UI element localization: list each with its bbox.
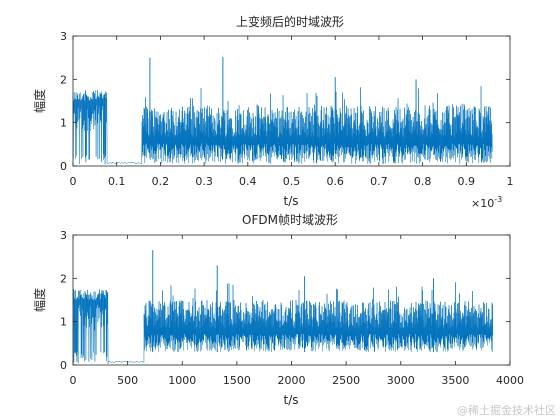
x-tick-label: 0.9 [458, 175, 476, 188]
x-tick-label: 1500 [223, 374, 251, 387]
y-tick-label: 0 [60, 160, 67, 173]
x-tick-label: 0 [70, 175, 77, 188]
x-tick-label: 0.4 [239, 175, 257, 188]
chart-1-y-ticks: 0 1 2 3 [60, 30, 510, 173]
x-tick-label: 3500 [441, 374, 469, 387]
chart-2-x-ticks: 0 500 1000 1500 2000 2500 3000 3500 4000 [70, 235, 524, 387]
watermark-text: @稀土掘金技术社区 [457, 404, 556, 417]
x-tick-label: 0.3 [195, 175, 213, 188]
chart-2-y-label: 幅度 [32, 288, 47, 312]
chart-1: 上变频后的时域波形 0 0.1 0.2 0.3 0.4 0.5 0.6 0.7 0.8 0.9 1 … [32, 14, 514, 210]
x-tick-label: 2500 [332, 374, 360, 387]
waveform-series-2 [72, 282, 494, 364]
chart-1-x-ticks: 0 0.1 0.2 0.3 0.4 0.5 0.6 0.7 0.8 0.9 1 [70, 36, 514, 188]
y-tick-label: 1 [60, 117, 67, 130]
x-tick-label: 4000 [496, 374, 524, 387]
y-tick-label: 3 [60, 30, 67, 43]
x-tick-label: 0.8 [414, 175, 432, 188]
waveform-series-1 [72, 86, 493, 165]
x-tick-label: 3000 [387, 374, 415, 387]
y-tick-label: 1 [60, 316, 67, 329]
chart-2-x-label: t/s [284, 393, 299, 407]
x-tick-label: 0.7 [370, 175, 388, 188]
y-tick-label: 0 [60, 359, 67, 372]
x-tick-label: 0.6 [326, 175, 344, 188]
chart-2: OFDM帧时域波形 0 500 1000 1500 2000 2500 3000 3500 40… [32, 213, 524, 407]
chart-1-x-exponent: ×10-3 [471, 195, 502, 210]
x-tick-label: 1000 [168, 374, 196, 387]
x-tick-label: 500 [117, 374, 138, 387]
x-tick-label: 0.1 [108, 175, 126, 188]
x-tick-label: 1 [507, 175, 514, 188]
chart-1-x-label: t/s [284, 194, 299, 208]
chart-1-y-label: 幅度 [32, 89, 47, 113]
x-tick-label: 2000 [278, 374, 306, 387]
y-tick-label: 2 [60, 73, 67, 86]
chart-1-plot-area [72, 56, 493, 165]
chart-2-plot-area [72, 250, 494, 364]
chart-2-y-ticks: 0 1 2 3 [60, 229, 510, 372]
x-tick-label: 0 [70, 374, 77, 387]
x-tick-label: 0.5 [283, 175, 301, 188]
chart-2-title: OFDM帧时域波形 [242, 213, 338, 227]
x-tick-label: 0.2 [152, 175, 170, 188]
chart-1-title: 上变频后的时域波形 [236, 14, 344, 29]
y-tick-label: 3 [60, 229, 67, 242]
y-tick-label: 2 [60, 272, 67, 285]
